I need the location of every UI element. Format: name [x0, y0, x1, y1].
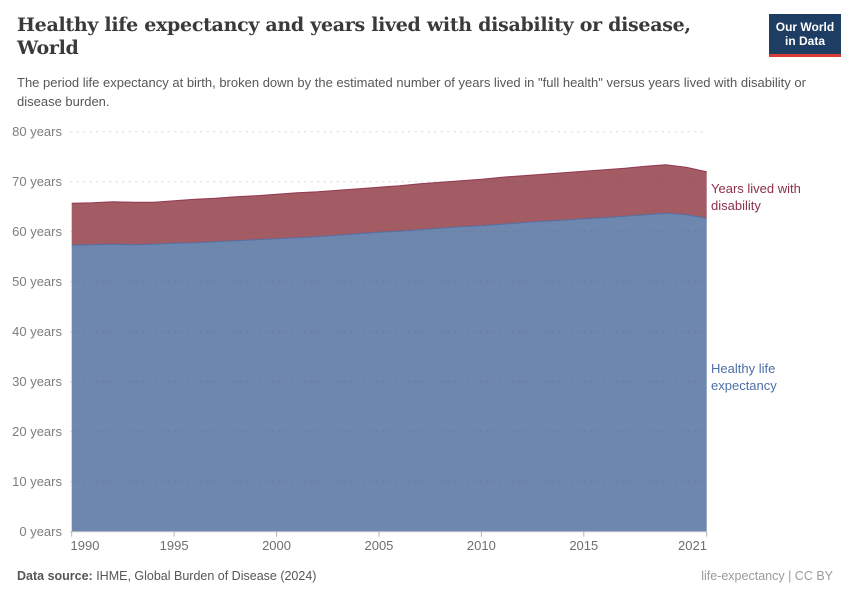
- legend-years-lived-with-disability: Years lived with disability: [711, 181, 801, 213]
- page-title: Healthy life expectancy and years lived …: [17, 14, 762, 60]
- data-source-note: Data source: IHME, Global Burden of Dise…: [17, 569, 316, 583]
- x-tick-label: 2021: [678, 538, 707, 553]
- x-tick-label: 2015: [569, 538, 598, 553]
- years-lived-with-disability-area: [71, 164, 707, 246]
- chart-subtitle: The period life expectancy at birth, bro…: [17, 75, 806, 109]
- y-tick-label: 10 years: [12, 474, 62, 489]
- healthy-life-expectancy-line: [71, 212, 707, 246]
- owid-logo-line1: Our World: [775, 20, 835, 34]
- y-tick-label: 60 years: [12, 224, 62, 239]
- legend-healthy-life-expectancy: Healthy life expectancy: [711, 361, 777, 393]
- healthy-life-expectancy-area: [71, 213, 707, 532]
- data-source-text: IHME, Global Burden of Disease (2024): [92, 569, 317, 583]
- x-tick-label: 2010: [467, 538, 496, 553]
- x-tick-label: 1990: [71, 538, 100, 553]
- x-tick-label: 1995: [160, 538, 189, 553]
- page-title-line2: World: [17, 37, 79, 60]
- license-note: life-expectancy | CC BY: [701, 569, 833, 583]
- y-tick-label: 40 years: [12, 324, 62, 339]
- y-tick-label: 0 years: [19, 524, 62, 539]
- y-tick-label: 80 years: [12, 124, 62, 139]
- life-expectancy-total-line: [71, 164, 707, 204]
- x-tick-label: 2005: [364, 538, 393, 553]
- page-title-line1: Healthy life expectancy and years lived …: [17, 14, 691, 36]
- data-source-prefix: Data source:: [17, 569, 93, 583]
- y-tick-label: 70 years: [12, 174, 62, 189]
- x-tick-label: 2000: [262, 538, 291, 553]
- y-tick-label: 30 years: [12, 374, 62, 389]
- y-tick-label: 50 years: [12, 274, 62, 289]
- y-tick-label: 20 years: [12, 424, 62, 439]
- owid-logo-line2: in Data: [784, 34, 825, 49]
- owid-logo: Our World in Data: [769, 14, 841, 57]
